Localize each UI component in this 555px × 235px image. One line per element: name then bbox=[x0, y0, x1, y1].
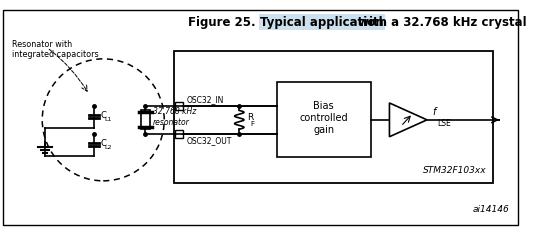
Text: F: F bbox=[250, 121, 255, 127]
Text: L1: L1 bbox=[104, 117, 112, 122]
Text: f: f bbox=[432, 107, 436, 117]
Bar bbox=[277, 82, 371, 157]
Text: 32.768 kHz
resonator: 32.768 kHz resonator bbox=[153, 107, 196, 127]
Text: STM32F103xx: STM32F103xx bbox=[423, 166, 487, 175]
Text: Resonator with
integrated capacitors: Resonator with integrated capacitors bbox=[12, 40, 99, 59]
Text: Typical application: Typical application bbox=[260, 16, 384, 29]
Text: Figure 25.: Figure 25. bbox=[188, 16, 260, 29]
Text: ai14146: ai14146 bbox=[473, 205, 509, 214]
Text: R: R bbox=[247, 114, 253, 122]
Bar bbox=[141, 110, 150, 129]
Text: Bias
controlled
gain: Bias controlled gain bbox=[300, 101, 348, 135]
Bar bbox=[174, 51, 493, 183]
Text: C: C bbox=[100, 111, 107, 120]
Text: C: C bbox=[100, 139, 107, 148]
Bar bbox=[175, 130, 183, 138]
Polygon shape bbox=[390, 103, 427, 137]
Text: LSE: LSE bbox=[437, 119, 451, 128]
Bar bbox=[175, 102, 183, 110]
Text: OSC32_OUT: OSC32_OUT bbox=[186, 136, 232, 145]
Text: L2: L2 bbox=[104, 145, 112, 150]
Text: OSC32_IN: OSC32_IN bbox=[186, 95, 224, 104]
Text: with a 32.768 kHz crystal: with a 32.768 kHz crystal bbox=[354, 16, 526, 29]
